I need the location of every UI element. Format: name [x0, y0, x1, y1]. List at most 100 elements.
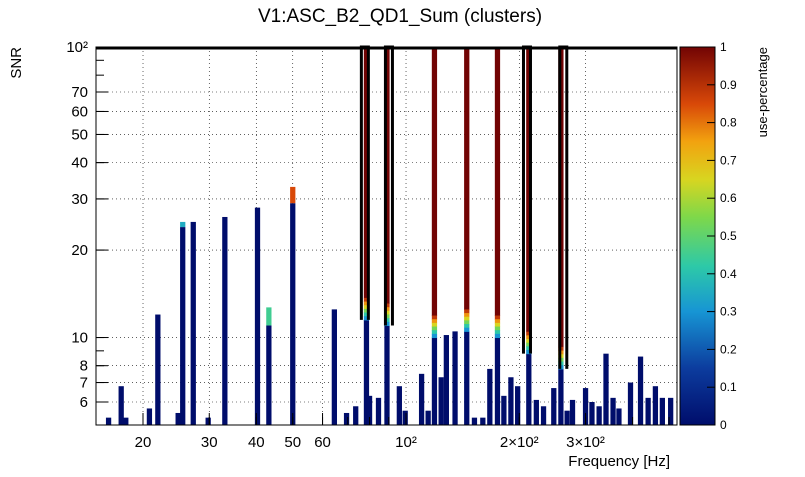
bar-cap-segment	[464, 316, 470, 321]
bar-cap-segment	[180, 221, 186, 228]
histogram-bar	[418, 373, 425, 425]
bar-cap-segment	[363, 316, 370, 321]
chart-title: V1:ASC_B2_QD1_Sum (clusters)	[258, 6, 542, 27]
bar-cap-segment	[526, 346, 532, 351]
bar-cap-segment	[494, 319, 501, 324]
histogram-bar	[180, 227, 186, 425]
bar-cap-segment	[384, 303, 390, 308]
histogram-bar	[652, 386, 659, 425]
histogram-bar	[501, 395, 507, 425]
bar-cap-segment	[363, 308, 370, 314]
y-tick-label: 20	[71, 242, 88, 259]
y-tick-label: 50	[71, 126, 88, 143]
histogram-bar	[610, 397, 616, 425]
colorbar-tick-label: 1	[720, 40, 727, 54]
bar-cap-segment	[464, 47, 470, 310]
histogram-bar	[515, 386, 521, 425]
histogram-bar	[645, 397, 651, 425]
histogram-bar	[254, 207, 261, 425]
bar-cap-segment	[384, 310, 390, 316]
histogram-bar	[589, 401, 595, 425]
bars-group	[105, 47, 674, 425]
histogram-bar	[558, 368, 564, 425]
bar-cap-segment	[526, 335, 532, 340]
y-tick-label: 10	[71, 330, 88, 347]
histogram-bar	[222, 216, 228, 425]
bar-cap-segment	[384, 314, 390, 319]
colorbar-tick-label: 0.4	[720, 267, 737, 281]
bar-cap-segment	[526, 331, 532, 336]
y-tick-label: 60	[71, 103, 88, 120]
bar-cap-segment	[384, 318, 390, 323]
bar-cap-segment	[363, 312, 370, 317]
colorbar-tick-label: 0.6	[720, 191, 737, 205]
histogram-bar	[487, 368, 493, 425]
histogram-bar	[375, 397, 382, 425]
colorbar-tick-label: 0.2	[720, 342, 737, 356]
bar-cap-segment	[431, 322, 438, 328]
histogram-bar	[603, 353, 609, 425]
histogram-bar	[564, 410, 570, 425]
bar-cap-segment	[464, 327, 470, 332]
histogram-bar	[123, 417, 129, 425]
bar-cap-segment	[494, 315, 501, 320]
bar-cap-segment	[526, 47, 532, 333]
histogram-bar	[443, 335, 449, 425]
histogram-bar	[627, 382, 634, 425]
bar-cap-segment	[290, 186, 296, 204]
bar-cap-segment	[363, 305, 370, 310]
colorbar-tick-label: 0.9	[720, 78, 737, 92]
bar-cap-segment	[494, 330, 501, 335]
bar-cap-segment	[384, 47, 390, 305]
histogram-bar	[396, 386, 402, 425]
bar-cap-segment	[431, 326, 438, 331]
y-tick-label: 30	[71, 191, 88, 208]
histogram-bar	[569, 399, 576, 425]
colorbar-tick-label: 0	[720, 418, 727, 432]
bar-cap-segment	[431, 47, 438, 317]
histogram-bar	[343, 412, 350, 425]
histogram-bar	[480, 417, 486, 425]
bar-cap-segment	[384, 321, 390, 327]
bar-cap-segment	[494, 47, 501, 317]
bar-cap-segment	[431, 330, 438, 335]
histogram-bar	[175, 412, 181, 425]
x-tick-label: 60	[314, 434, 331, 451]
plot-frame	[95, 46, 678, 426]
y-tick-label: 40	[71, 155, 88, 172]
histogram-bar	[668, 397, 674, 425]
colorbar-label: use-percentage	[755, 47, 770, 137]
bar-cap-segment	[464, 320, 470, 325]
bar-cap-segment	[526, 339, 532, 344]
bar-cap-segment	[494, 322, 501, 328]
bar-cap-segment	[526, 350, 532, 355]
histogram-bar	[596, 406, 602, 425]
histogram-bar	[146, 408, 153, 425]
bar-cap-segment	[494, 326, 501, 331]
histogram-bar	[508, 377, 514, 425]
y-tick-label: 7	[80, 375, 88, 392]
colorbar-tick-label: 0.7	[720, 153, 737, 167]
bar-cap-segment	[363, 47, 370, 299]
bar-cap-segment	[494, 333, 501, 339]
histogram-bar	[659, 397, 665, 425]
x-axis-label: Frequency [Hz]	[568, 453, 670, 470]
bar-cap-segment	[266, 307, 272, 326]
x-tick-label: 2×10²	[500, 434, 539, 451]
histogram-bar	[533, 399, 539, 425]
bar-cap-segment	[431, 333, 438, 339]
y-tick-label: 8	[80, 358, 88, 375]
histogram-bar	[205, 417, 211, 425]
bar-cap-segment	[526, 342, 532, 347]
x-tick-label: 40	[248, 434, 265, 451]
colorbar-tick-label: 0.8	[720, 116, 737, 130]
histogram-bar	[431, 337, 438, 425]
histogram-bar	[363, 319, 370, 425]
colorbar-tick-label: 0.1	[720, 380, 737, 394]
histogram-bar	[402, 410, 408, 425]
histogram-bar	[290, 203, 296, 425]
histogram-bar	[425, 410, 431, 425]
histogram-bar	[494, 337, 501, 425]
